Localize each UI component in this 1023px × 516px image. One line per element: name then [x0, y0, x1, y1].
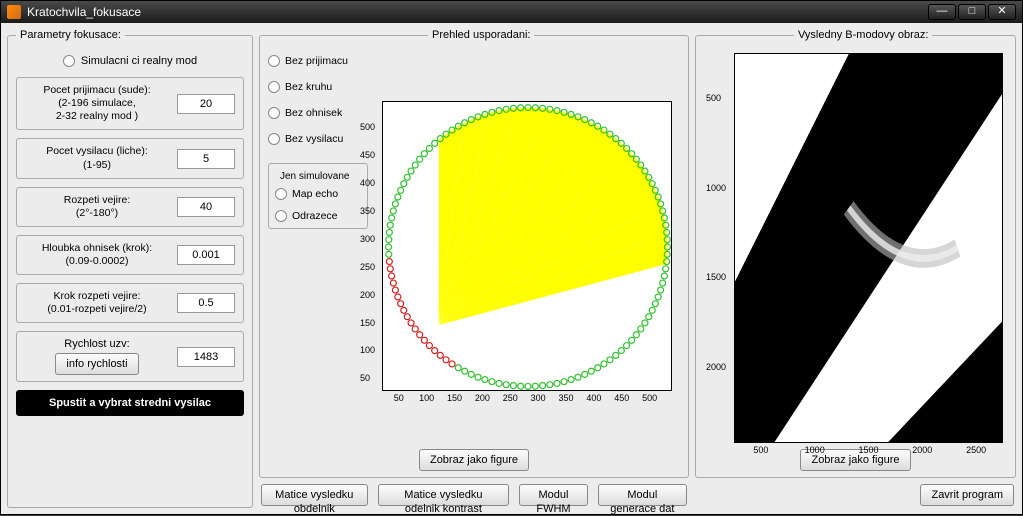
matice-obdelnik-button[interactable]: Matice vysledku obdelnik	[261, 484, 368, 506]
param-speed: Rychlost uzv: info rychlosti	[16, 331, 244, 382]
speed-label: Rychlost uzv:	[25, 338, 169, 350]
param-prijimacu-input[interactable]	[177, 94, 235, 114]
bmode-image	[734, 53, 1003, 443]
app-window: Kratochvila_fokusace — □ ✕ Parametry fok…	[0, 0, 1023, 515]
window-title: Kratochvila_fokusace	[27, 5, 141, 19]
param-rozpeti: Rozpeti vejire: (2°-180°)	[16, 187, 244, 227]
param-hloubka: Hloubka ohnisek (krok): (0.09-0.0002)	[16, 235, 244, 275]
overview-legend: Prehled usporadani:	[428, 29, 534, 41]
close-program-button[interactable]: Zavrit program	[920, 484, 1014, 506]
param-krok-label: Krok rozpeti vejire: (0.01-rozpeti vejir…	[25, 290, 169, 316]
param-vysilacu-input[interactable]	[177, 149, 235, 169]
radio-odrazece[interactable]: Odrazece	[275, 210, 361, 222]
content: Parametry fokusace: Simulacni ci realny …	[1, 23, 1022, 514]
modul-generace-button[interactable]: Modul generace dat	[598, 484, 687, 506]
mode-row: Simulacni ci realny mod	[16, 55, 244, 67]
maximize-button[interactable]: □	[958, 4, 986, 20]
right-column: Vysledny B-modovy obraz: 500100015002000…	[695, 29, 1016, 508]
mid-column: Prehled usporadani: Bez prijimacu Bez kr…	[259, 29, 689, 508]
overview-plot: 5010015020025030035040045050050100150200…	[374, 49, 680, 443]
param-prijimacu-label: Pocet prijimacu (sude): (2-196 simulace,…	[25, 84, 169, 123]
sim-legend: Jen simulovane	[277, 171, 352, 182]
param-krok-input[interactable]	[177, 293, 235, 313]
param-rozpeti-label: Rozpeti vejire: (2°-180°)	[25, 194, 169, 220]
run-button[interactable]: Spustit a vybrat stredni vysilac	[16, 390, 244, 416]
params-legend: Parametry fokusace:	[16, 29, 125, 41]
radio-bez-vysilacu[interactable]: Bez vysilacu	[268, 133, 368, 145]
close-button[interactable]: ✕	[988, 4, 1016, 20]
param-hloubka-label: Hloubka ohnisek (krok): (0.09-0.0002)	[25, 242, 169, 268]
param-vysilacu-label: Pocet vysilacu (liche): (1-95)	[25, 145, 169, 171]
titlebar: Kratochvila_fokusace — □ ✕	[1, 1, 1022, 23]
bmode-legend: Vysledny B-modovy obraz:	[794, 29, 932, 41]
matice-kontrast-button[interactable]: Matice vysledku odelnik kontrast	[378, 484, 510, 506]
radio-map-echo[interactable]: Map echo	[275, 188, 361, 200]
left-column: Parametry fokusace: Simulacni ci realny …	[7, 29, 253, 508]
overview-radios: Bez prijimacu Bez kruhu Bez ohnisek Bez …	[268, 49, 368, 443]
bottom-buttons: Matice vysledku obdelnik Matice vysledku…	[259, 478, 689, 508]
overview-panel: Prehled usporadani: Bez prijimacu Bez kr…	[259, 29, 689, 478]
app-icon	[7, 5, 21, 19]
param-hloubka-input[interactable]	[177, 245, 235, 265]
param-krok: Krok rozpeti vejire: (0.01-rozpeti vejir…	[16, 283, 244, 323]
sim-group: Jen simulovane Map echo Odrazece	[268, 163, 368, 229]
minimize-button[interactable]: —	[928, 4, 956, 20]
speed-input[interactable]	[177, 347, 235, 367]
param-prijimacu: Pocet prijimacu (sude): (2-196 simulace,…	[16, 77, 244, 130]
bmode-panel: Vysledny B-modovy obraz: 500100015002000…	[695, 29, 1016, 478]
modul-fwhm-button[interactable]: Modul FWHM	[519, 484, 588, 506]
overview-figure-button[interactable]: Zobraz jako figure	[419, 449, 529, 471]
mode-label: Simulacni ci realny mod	[81, 55, 197, 67]
speed-info-button[interactable]: info rychlosti	[55, 353, 138, 375]
mode-radio[interactable]	[63, 55, 75, 67]
radio-bez-prijimacu[interactable]: Bez prijimacu	[268, 55, 368, 67]
param-rozpeti-input[interactable]	[177, 197, 235, 217]
params-panel: Parametry fokusace: Simulacni ci realny …	[7, 29, 253, 508]
param-vysilacu: Pocet vysilacu (liche): (1-95)	[16, 138, 244, 178]
radio-bez-kruhu[interactable]: Bez kruhu	[268, 81, 368, 93]
radio-bez-ohnisek[interactable]: Bez ohnisek	[268, 107, 368, 119]
